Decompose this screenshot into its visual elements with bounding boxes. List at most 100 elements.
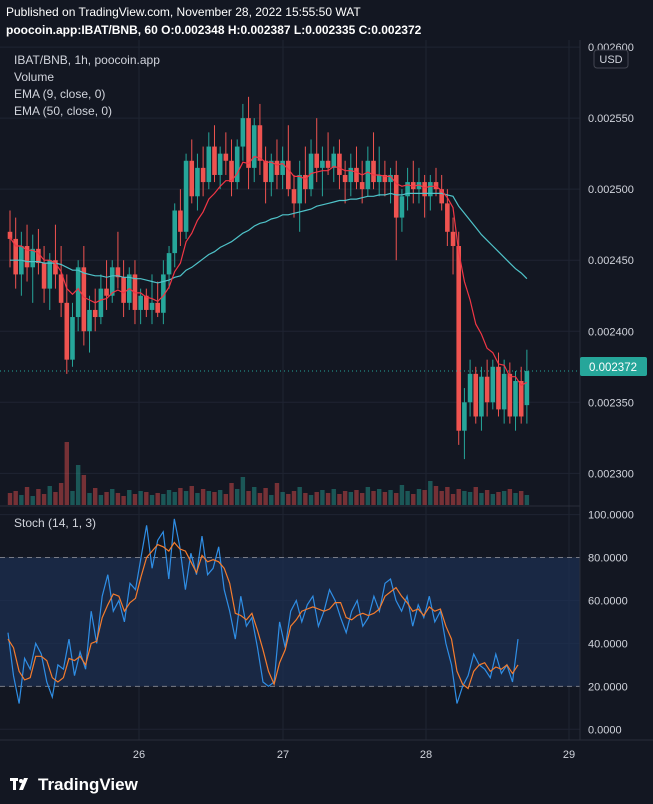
volume-bar xyxy=(314,492,319,505)
candle-body xyxy=(331,153,337,168)
volume-bar xyxy=(13,491,18,505)
candle-body xyxy=(189,160,195,197)
candle-body xyxy=(450,231,456,247)
volume-bar xyxy=(303,493,308,505)
candle-body xyxy=(240,118,246,147)
volume-bar xyxy=(178,488,183,505)
candle-body xyxy=(251,125,257,168)
candle-body xyxy=(81,267,87,332)
volume-bar xyxy=(490,494,495,505)
volume-bar xyxy=(235,489,240,505)
candle-body xyxy=(456,246,462,431)
candle-body xyxy=(393,174,399,218)
volume-bar xyxy=(127,490,132,505)
volume-bar xyxy=(70,491,75,505)
volume-bar xyxy=(354,490,359,505)
candle-body xyxy=(104,288,109,296)
volume-bar xyxy=(501,491,507,505)
candle-body xyxy=(161,274,166,313)
volume-bar xyxy=(399,485,405,505)
volume-bar xyxy=(166,490,172,505)
volume-bar xyxy=(365,487,371,505)
volume-bar xyxy=(496,492,501,505)
candle-body xyxy=(172,210,178,254)
candle-body xyxy=(138,295,143,310)
volume-bar xyxy=(331,489,336,505)
candle-body xyxy=(53,260,58,275)
volume-bar xyxy=(217,490,223,505)
volume-bar xyxy=(110,489,115,505)
volume-bar xyxy=(104,492,109,505)
ohlc-info: poocoin.app:IBAT/BNB, 60 O:0.002348 H:0.… xyxy=(6,23,422,37)
volume-bar xyxy=(206,491,211,505)
brand-name: TradingView xyxy=(38,775,138,794)
volume-bar xyxy=(30,496,35,505)
candle-body xyxy=(308,153,314,190)
candle-body xyxy=(433,182,439,190)
volume-bar xyxy=(121,496,126,505)
price-tick-label: 0.002550 xyxy=(588,113,634,125)
volume-bar xyxy=(337,494,342,505)
candle-body xyxy=(365,160,371,190)
candle-body xyxy=(518,380,524,417)
volume-bar xyxy=(58,483,64,505)
volume-bar xyxy=(473,487,478,505)
volume-bar xyxy=(189,486,194,505)
candle-body xyxy=(359,182,365,190)
candle-body xyxy=(337,153,342,175)
volume-bar xyxy=(507,489,513,505)
volume-bars xyxy=(7,442,530,505)
candle-body xyxy=(70,317,75,360)
stoch-pane xyxy=(0,518,580,704)
volume-bar xyxy=(433,486,439,505)
currency-label: USD xyxy=(599,54,622,66)
candle-body xyxy=(325,160,331,168)
stoch-tick-label: 100.0000 xyxy=(588,510,634,522)
volume-bar xyxy=(411,494,416,505)
volume-bar xyxy=(342,491,348,505)
candle-body xyxy=(513,380,518,417)
candle-body xyxy=(348,167,354,183)
candle-body xyxy=(473,373,479,417)
candle-body xyxy=(144,295,149,310)
volume-bar xyxy=(519,491,524,505)
candle-body xyxy=(13,238,18,275)
candle-body xyxy=(416,182,422,190)
currency-badge[interactable] xyxy=(593,49,629,69)
candle-body xyxy=(92,309,98,318)
price-candles xyxy=(7,96,530,460)
stoch-tick-label: 20.0000 xyxy=(588,681,628,693)
candle-body xyxy=(467,373,473,403)
candle-body xyxy=(178,210,183,232)
stoch-tick-label: 0.0000 xyxy=(588,724,622,736)
legend-ema50: EMA (50, close, 0) xyxy=(14,104,112,118)
price-tick-label: 0.002350 xyxy=(588,397,634,409)
volume-bar xyxy=(439,491,444,505)
volume-bar xyxy=(479,493,484,505)
candle-body xyxy=(314,153,320,168)
chart-canvas[interactable]: 26 27 28 29 0.002300 0.002350 0.002400 0.002450… xyxy=(0,0,653,768)
volume-bar xyxy=(138,491,143,505)
x-tick-label: 28 xyxy=(420,749,432,761)
volume-bar xyxy=(394,493,399,505)
candle-body xyxy=(109,267,115,296)
volume-bar xyxy=(53,492,58,505)
volume-bar xyxy=(155,493,160,505)
volume-bar xyxy=(240,477,246,505)
candle-body xyxy=(382,174,388,183)
candle-body xyxy=(166,253,172,275)
stoch-tick-label: 40.0000 xyxy=(588,638,628,650)
volume-bar xyxy=(7,493,13,505)
stoch-tick-label: 60.0000 xyxy=(588,595,628,607)
volume-bar xyxy=(359,493,365,505)
volume-bar xyxy=(172,492,177,505)
published-info: Published on TradingView.com, November 2… xyxy=(6,5,361,19)
volume-bar xyxy=(280,492,285,505)
ema9-line xyxy=(9,155,528,386)
volume-bar xyxy=(467,492,473,505)
x-tick-label: 27 xyxy=(277,749,289,761)
candle-body xyxy=(115,267,121,278)
candle-body xyxy=(507,373,513,417)
candle-body xyxy=(376,174,382,183)
tradingview-logo[interactable]: TradingView xyxy=(10,775,138,795)
